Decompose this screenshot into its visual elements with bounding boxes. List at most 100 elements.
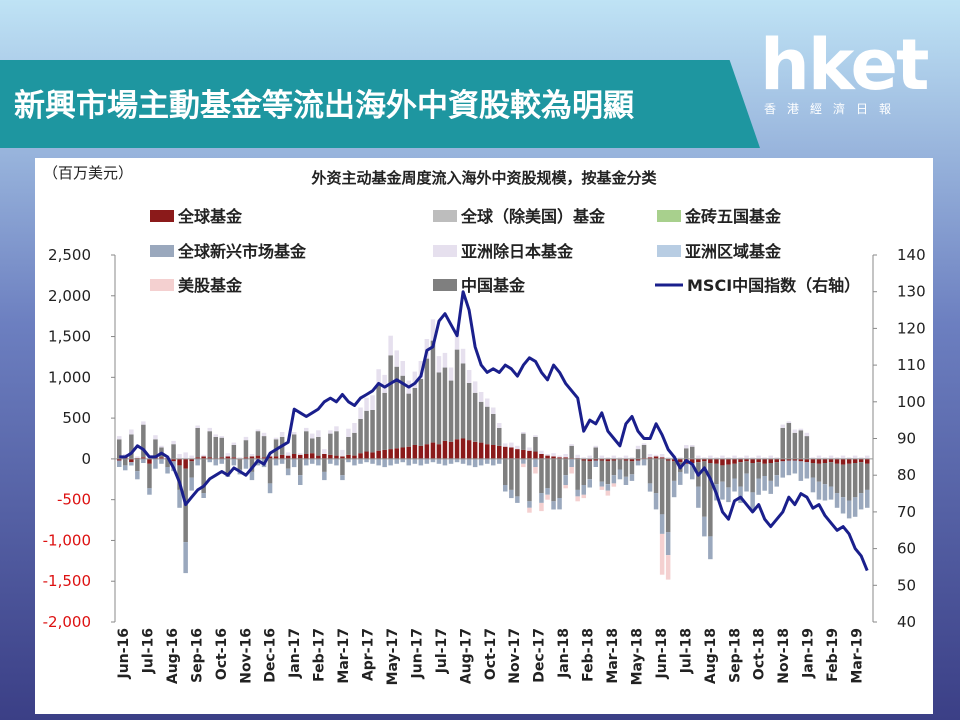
bar-segment [316, 455, 321, 459]
right-tick-label: 140 [897, 246, 926, 264]
bar-segment [750, 458, 755, 463]
bar-segment [123, 465, 128, 471]
bar-segment [153, 435, 158, 440]
chart-panel: 外资主动基金周度流入海外中资股规模，按基金分类 （百万美元） 2,500 2,000 1… [35, 158, 933, 714]
bar-segment [865, 489, 870, 508]
bar-segment [207, 457, 212, 459]
bar-segment [279, 432, 285, 437]
bar-segment [183, 542, 188, 574]
bar-segment [165, 467, 170, 474]
bar-segment [714, 463, 719, 485]
x-tick-label: Oct-18 [752, 628, 768, 680]
bar-segment [653, 493, 659, 510]
bar-segment [750, 492, 755, 512]
bar-segment [249, 471, 255, 481]
bar-segment [491, 407, 496, 414]
bar-segment [448, 441, 454, 459]
bar-segment [708, 455, 713, 459]
bar-segment [442, 352, 448, 368]
bar-segment [334, 426, 339, 432]
bar-segment [460, 348, 466, 364]
bar-segment [285, 468, 291, 476]
bar-segment [702, 516, 707, 537]
bar-segment [195, 425, 200, 428]
bar-segment [635, 460, 641, 466]
bar-segment [702, 457, 707, 459]
bar-segment [684, 445, 689, 449]
bar-segment [581, 460, 586, 485]
bar-segment [527, 450, 532, 459]
bar-segment [678, 458, 683, 463]
x-tick-label: Jul-16 [140, 628, 156, 674]
bar-segment [575, 458, 580, 490]
bar-segment [605, 458, 611, 462]
bar-segment [442, 458, 448, 466]
bar-segment [865, 455, 870, 459]
bar-segment [780, 461, 785, 478]
x-tick-label: Jan-18 [556, 628, 572, 679]
bar-segment [285, 458, 291, 469]
bar-segment [497, 423, 502, 428]
bar-segment [400, 447, 405, 459]
bar-segment [123, 458, 128, 466]
bar-segment [665, 555, 671, 580]
bar-segment [298, 475, 303, 485]
x-tick-label: Jun-18 [654, 628, 670, 679]
bar-segment [460, 438, 466, 459]
bar-segment [726, 464, 731, 488]
bar-segment [219, 458, 224, 464]
bar-segment [129, 434, 134, 459]
bar-segment [521, 433, 526, 450]
bar-segment [545, 455, 550, 459]
bar-segment [792, 432, 798, 459]
bar-segment [255, 429, 261, 432]
bar-segment [840, 458, 846, 465]
bar-segment [497, 427, 502, 446]
bar-segment [129, 458, 134, 463]
bar-segment [865, 463, 870, 490]
bar-segment [310, 458, 315, 464]
bar-segment [647, 457, 653, 459]
bar-segment [316, 458, 321, 466]
bar-segment [840, 497, 846, 514]
bar-segment [454, 458, 460, 463]
bar-segment [696, 455, 701, 459]
bar-segment [744, 461, 749, 474]
bar-segment [659, 454, 665, 458]
bar-segment [756, 478, 761, 495]
bar-segment [563, 457, 568, 459]
bar-segment [400, 361, 405, 376]
bar-segment [135, 471, 140, 480]
bar-segment [575, 454, 580, 459]
bar-segment [267, 483, 273, 494]
bar-segment [828, 462, 834, 487]
bar-segment [575, 496, 580, 502]
bar-segment [231, 442, 237, 445]
bar-segment [376, 450, 381, 459]
bar-segment [189, 461, 194, 478]
x-tick-label: Mar-19 [850, 628, 866, 684]
bar-segment [141, 457, 146, 459]
bar-segment [720, 455, 725, 459]
bar-segment [195, 427, 200, 458]
bar-segment [593, 460, 598, 467]
bar-segment [497, 458, 502, 464]
bar-segment [117, 439, 122, 459]
bar-segment [304, 427, 309, 432]
bar-segment [352, 455, 357, 459]
x-tick-label: Oct-16 [214, 628, 230, 680]
bar-segment [533, 467, 538, 474]
bar-segment [412, 445, 418, 459]
bar-segment [629, 461, 635, 475]
bar-segment [388, 335, 393, 356]
bar-segment [430, 442, 436, 459]
bar-segment [207, 458, 212, 463]
bar-segment [267, 456, 273, 459]
bar-segment [243, 457, 249, 459]
bar-segment [569, 458, 574, 468]
bar-segment [804, 432, 810, 437]
bar-segment [213, 458, 218, 466]
bar-segment [322, 471, 327, 481]
bar-segment [599, 460, 605, 482]
legend-swatch [657, 210, 681, 222]
